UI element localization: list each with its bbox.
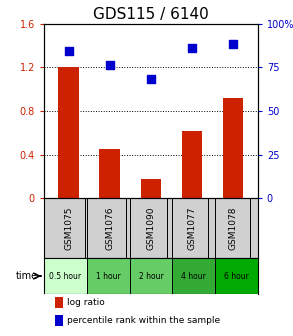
Bar — [182, 130, 202, 198]
Bar — [54, 315, 63, 326]
Bar — [223, 98, 243, 198]
Text: log ratio: log ratio — [67, 298, 105, 307]
Point — [149, 77, 153, 82]
Bar — [54, 297, 63, 308]
FancyBboxPatch shape — [130, 258, 172, 294]
Point — [190, 45, 194, 51]
Text: GSM1090: GSM1090 — [146, 207, 155, 250]
Bar — [141, 178, 161, 198]
Text: GSM1075: GSM1075 — [64, 207, 73, 250]
Text: 6 hour: 6 hour — [224, 271, 249, 281]
Text: GSM1078: GSM1078 — [229, 207, 238, 250]
Point — [66, 49, 71, 54]
Point — [108, 63, 112, 68]
FancyBboxPatch shape — [215, 258, 258, 294]
Title: GDS115 / 6140: GDS115 / 6140 — [93, 7, 209, 23]
Text: 2 hour: 2 hour — [139, 271, 163, 281]
Text: percentile rank within the sample: percentile rank within the sample — [67, 316, 221, 325]
FancyBboxPatch shape — [172, 258, 215, 294]
Text: 0.5 hour: 0.5 hour — [49, 271, 81, 281]
Text: time: time — [16, 271, 38, 281]
Text: GSM1076: GSM1076 — [105, 207, 114, 250]
Point — [231, 42, 236, 47]
Bar — [58, 67, 79, 198]
FancyBboxPatch shape — [87, 258, 130, 294]
Text: 1 hour: 1 hour — [96, 271, 120, 281]
Text: GSM1077: GSM1077 — [188, 207, 197, 250]
FancyBboxPatch shape — [44, 258, 87, 294]
Bar — [100, 149, 120, 198]
Text: 4 hour: 4 hour — [181, 271, 206, 281]
